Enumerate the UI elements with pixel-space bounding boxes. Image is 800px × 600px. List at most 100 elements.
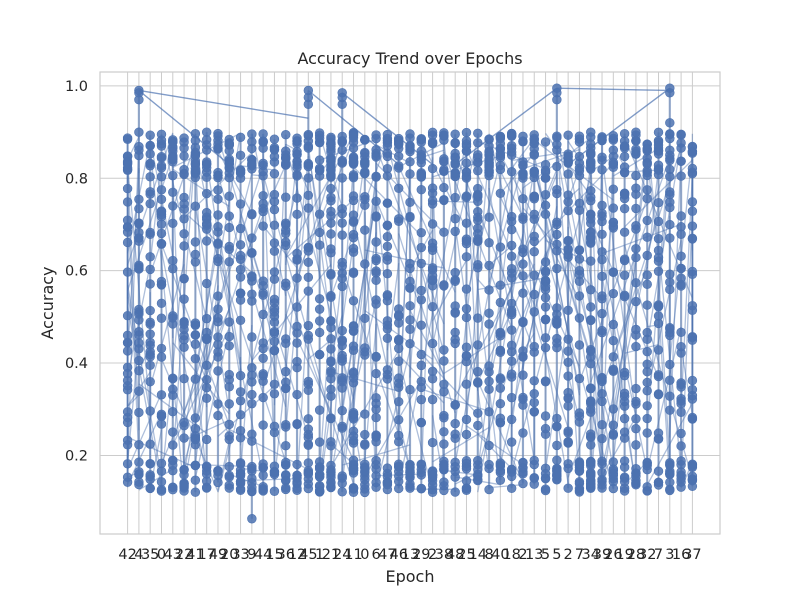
data-point [450,472,460,482]
series-line-segment [612,150,648,461]
series-line-segment [194,330,230,478]
data-point [552,440,562,451]
x-tick-label: 19 [615,547,633,563]
data-point [134,264,144,274]
data-point [687,206,698,216]
data-point [394,216,404,226]
data-point [258,190,268,201]
data-point [518,160,528,171]
data-point [439,345,449,355]
data-point [314,227,325,238]
data-point [518,346,528,356]
data-point [461,158,472,168]
data-point [201,278,212,289]
data-point [586,157,596,168]
data-point [179,294,189,304]
data-point [540,342,551,353]
data-point [631,130,641,140]
data-point [631,296,641,307]
data-point [439,130,449,140]
data-point [190,353,201,364]
data-point [201,383,212,393]
data-point [235,173,246,183]
series-line-segment [149,140,185,314]
data-point [235,240,246,250]
data-point [394,373,404,383]
data-point [360,343,370,353]
data-point [597,164,607,175]
data-point [213,313,223,323]
data-point [642,359,652,369]
series-line-segment [341,172,377,472]
series-line-segment [601,146,614,464]
data-point [506,305,517,316]
data-point [518,428,528,438]
data-point [574,291,585,301]
data-point [168,170,178,181]
data-point [586,302,596,312]
data-point [574,459,585,469]
data-point [552,455,562,465]
data-point [303,190,314,201]
data-point [552,317,562,327]
data-point [416,242,426,253]
data-point [371,211,381,221]
data-point [461,356,472,367]
data-point [461,312,472,323]
data-point [269,317,280,327]
data-point [224,331,234,342]
data-point [665,269,675,279]
data-point [665,129,675,140]
data-point [247,209,257,219]
data-point [371,393,381,403]
data-point [337,405,347,416]
data-point [484,260,494,271]
data-point [653,466,664,476]
y-axis-label: Accuracy [38,266,57,339]
data-point [134,366,144,376]
data-point [201,393,212,403]
x-tick-label: 2 [518,547,527,563]
series-line-segment [239,325,253,473]
data-point [394,163,404,173]
data-point [247,389,257,400]
series-line-segment [522,154,535,351]
x-tick-label: 26 [604,547,622,563]
data-point [586,256,596,266]
data-point [416,146,426,156]
data-point [642,170,652,181]
series-line-segment [601,416,637,477]
data-point [348,455,359,465]
data-point [213,131,223,141]
data-point [145,483,155,494]
data-point [552,466,562,477]
data-point [563,206,573,216]
data-point [506,251,517,261]
data-point [337,99,347,110]
data-point [156,411,167,421]
data-point [314,304,325,314]
data-point [450,138,460,149]
data-point [631,468,641,479]
data-point [473,263,483,273]
data-point [427,394,438,405]
data-point [653,233,664,244]
data-point [201,127,212,137]
data-point [213,171,223,181]
series-line-segment [454,173,513,463]
data-point [586,147,596,158]
data-point [416,258,426,269]
data-point [608,336,619,346]
series-line-segment [567,253,603,468]
data-point [552,131,562,141]
data-point [394,415,404,425]
data-point [382,463,393,473]
data-point [303,474,314,484]
x-tick-label: 25 [457,547,475,563]
data-point [529,150,539,160]
data-point [292,157,302,167]
data-point [224,431,234,441]
data-point [405,146,415,157]
data-point [450,152,460,162]
data-point [529,406,539,417]
